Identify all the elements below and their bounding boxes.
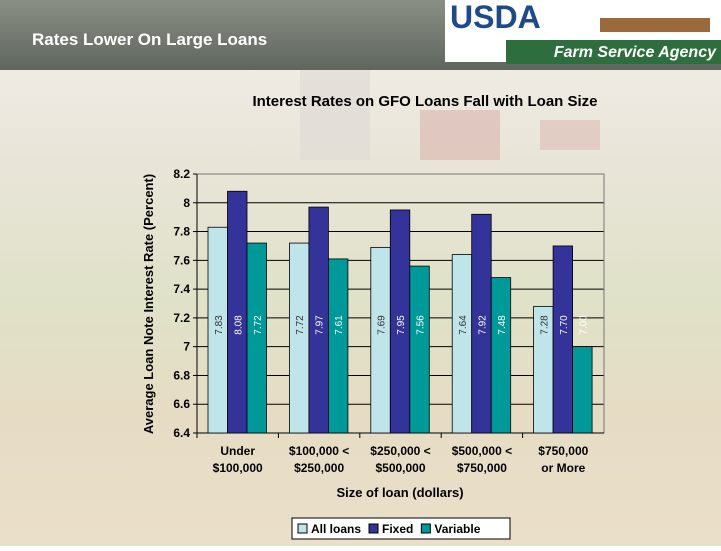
y-axis-title: Average Loan Note Interest Rate (Percent… [141, 174, 156, 434]
value-label: 7.00 [578, 315, 589, 335]
x-tick-label: $750,000 [538, 444, 588, 458]
barn [420, 110, 500, 160]
value-label: 7.95 [396, 315, 407, 335]
x-tick-label: $250,000 [294, 461, 344, 475]
value-label: 7.61 [334, 315, 345, 335]
value-label: 7.72 [295, 315, 306, 335]
value-label: 7.97 [315, 315, 326, 335]
bar [451, 254, 473, 434]
bar [409, 265, 430, 434]
logo-text: USDA [450, 0, 541, 35]
barn [540, 120, 600, 150]
slide-title: Rates Lower On Large Loans [32, 30, 267, 49]
y-tick-label: 7.8 [173, 225, 190, 239]
value-label: 7.28 [539, 315, 550, 335]
x-tick-label: $750,000 [457, 461, 507, 475]
y-tick-label: 6.8 [173, 368, 190, 382]
y-tick-label: 7.2 [173, 311, 190, 325]
y-tick-label: 8 [183, 196, 190, 210]
x-tick-label: $100,000 < [289, 444, 349, 458]
legend-label: Variable [434, 522, 480, 536]
y-tick-label: 7.4 [173, 282, 190, 296]
bar [227, 190, 248, 434]
y-tick-label: 7.6 [173, 253, 190, 267]
x-tick-label: $500,000 < [452, 444, 512, 458]
legend-label: Fixed [382, 522, 413, 536]
logo-subtitle: Farm Service Agency [554, 44, 717, 61]
value-label: 7.48 [497, 315, 508, 335]
x-tick-label: Under [220, 444, 255, 458]
logo-barn [600, 18, 710, 32]
x-tick-label: or More [541, 461, 585, 475]
legend-box [291, 517, 511, 540]
bar [246, 242, 267, 434]
x-tick-label: $100,000 [213, 461, 263, 475]
bar [327, 258, 349, 434]
silo [300, 70, 370, 160]
y-tick-label: 8.2 [173, 167, 190, 181]
x-axis-title: Size of loan (dollars) [336, 485, 463, 500]
value-label: 7.64 [458, 315, 469, 335]
value-label: 7.70 [559, 315, 570, 335]
value-label: 7.69 [377, 315, 388, 335]
y-tick-label: 7 [183, 340, 190, 354]
value-label: 7.83 [214, 315, 225, 335]
value-label: 7.72 [253, 315, 264, 335]
legend-label: All loans [311, 522, 361, 536]
legend-swatch [297, 523, 308, 534]
legend-swatch [420, 523, 431, 534]
legend-swatch [368, 523, 379, 534]
logo-band [506, 40, 721, 64]
bar [370, 246, 391, 434]
value-label: 7.92 [477, 315, 488, 335]
y-tick-label: 6.4 [173, 426, 190, 440]
y-tick-label: 6.6 [173, 397, 190, 411]
bar [288, 242, 310, 434]
bar [490, 277, 512, 434]
value-label: 7.56 [416, 315, 427, 335]
value-label: 8.08 [233, 315, 244, 335]
x-tick-label: $250,000 < [370, 444, 430, 458]
x-tick-label: $500,000 [375, 461, 425, 475]
chart-title: Interest Rates on GFO Loans Fall with Lo… [252, 93, 597, 110]
bar [572, 346, 593, 434]
bar [552, 245, 573, 434]
